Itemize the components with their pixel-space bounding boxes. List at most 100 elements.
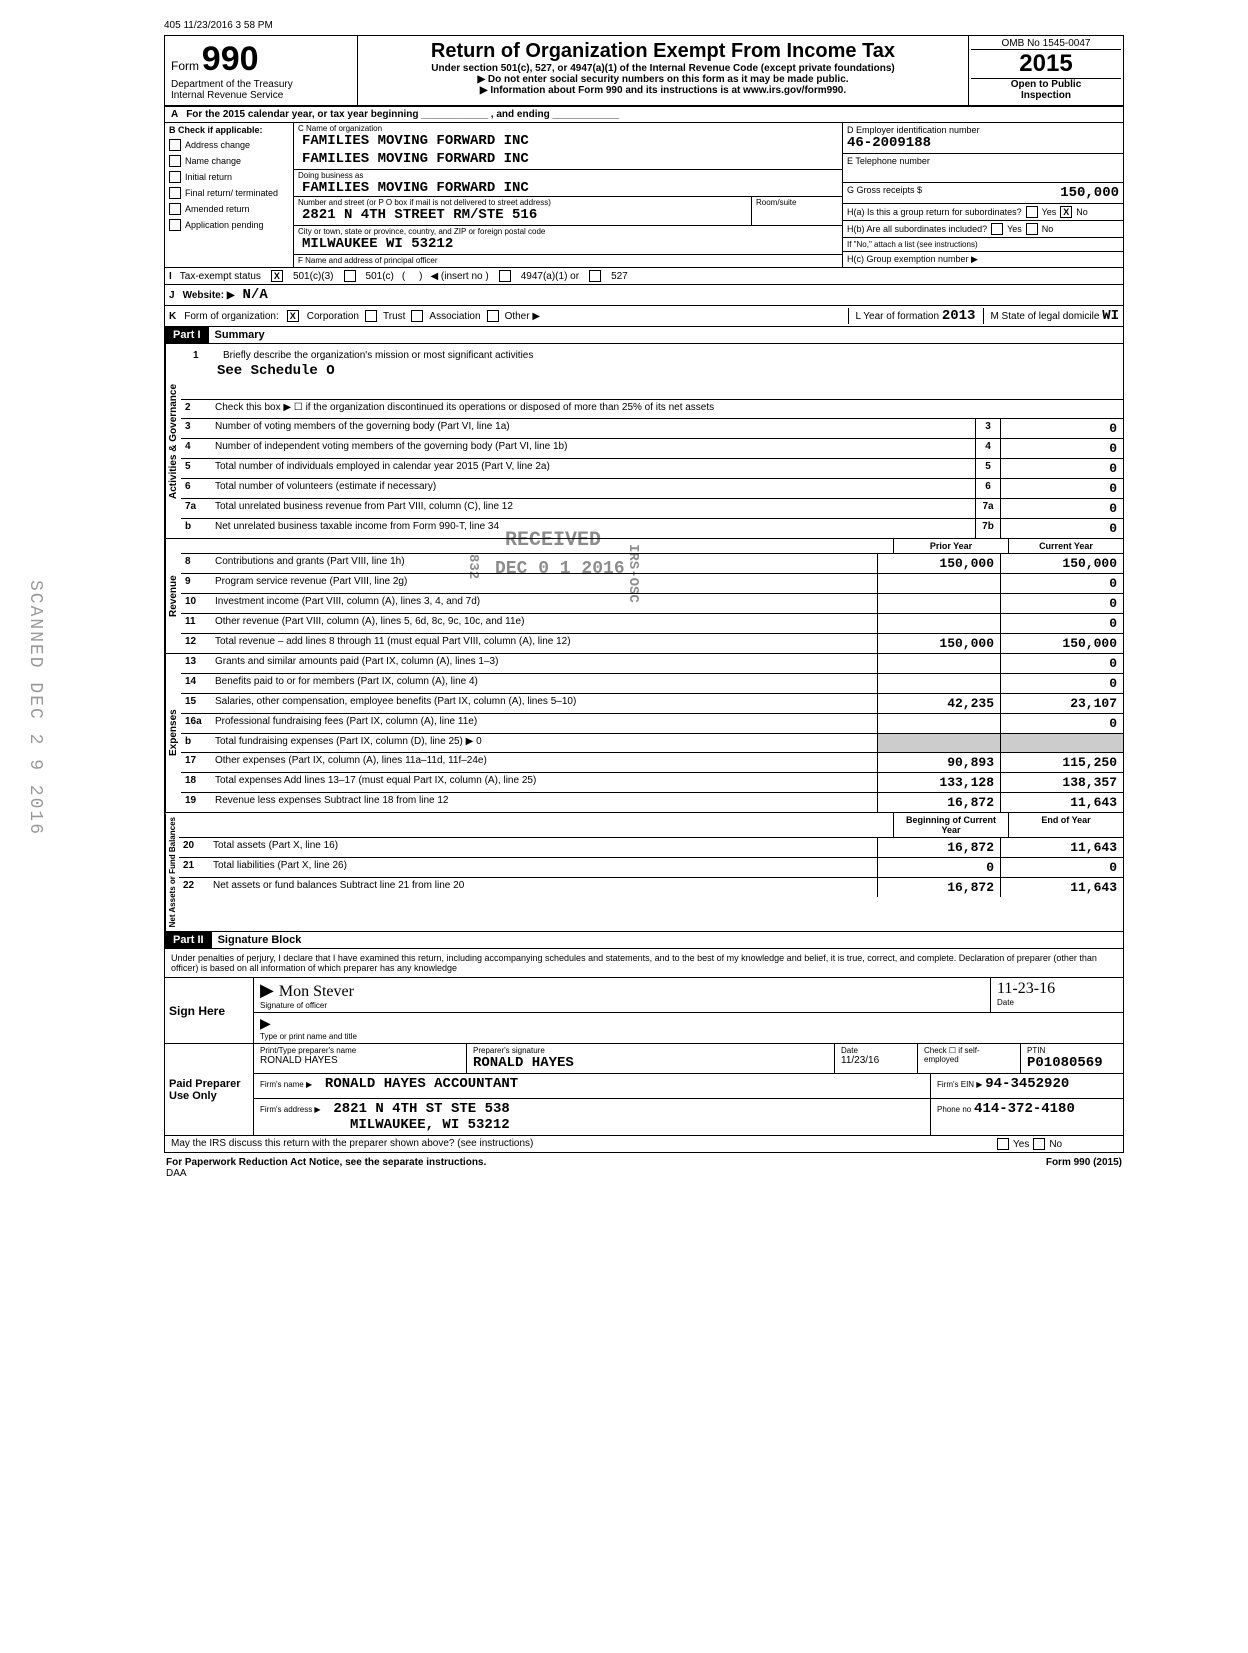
scanned-stamp: SCANNED DEC 2 9 2016 (25, 580, 45, 836)
501c-checkbox[interactable] (344, 270, 356, 282)
org-name-1: FAMILIES MOVING FORWARD INC (294, 133, 842, 151)
hb-no-checkbox[interactable] (1026, 223, 1038, 235)
expenses-section: Expenses 13Grants and similar amounts pa… (164, 654, 1124, 813)
formorg-checkbox[interactable] (411, 310, 423, 322)
tax-year: 2015 (971, 50, 1121, 78)
print-name-label: Type or print name and title (260, 1032, 1117, 1041)
part1-title: Summary (209, 327, 271, 343)
prior-year-header: Prior Year (893, 539, 1008, 553)
firm-addr2: MILWAUKEE, WI 53212 (350, 1117, 510, 1133)
ptin-value: P01080569 (1027, 1055, 1117, 1071)
checkbox[interactable] (169, 219, 181, 231)
form-subtitle2: ▶ Do not enter social security numbers o… (362, 74, 964, 85)
top-timestamp: 405 11/23/2016 3 58 PM (164, 20, 1124, 31)
penalties-text: Under penalties of perjury, I declare th… (165, 949, 1123, 978)
line1-label: Briefly describe the organization's miss… (221, 348, 1115, 363)
irs-label: Internal Revenue Service (171, 90, 351, 101)
preparer-date: 11/23/16 (841, 1055, 911, 1066)
end-year-header: End of Year (1008, 813, 1123, 837)
preparer-name: RONALD HAYES (260, 1055, 460, 1066)
form-of-org-row: K Form of organization: X CorporationTru… (164, 306, 1124, 327)
org-name-label: C Name of organization (294, 123, 842, 133)
officer-label: F Name and address of principal officer (294, 255, 842, 265)
formorg-checkbox[interactable] (487, 310, 499, 322)
addr-label: Number and street (or P O box if mail is… (294, 197, 751, 207)
ha-label: H(a) Is this a group return for subordin… (847, 207, 1022, 217)
checkbox[interactable] (169, 203, 181, 215)
sign-here-label: Sign Here (165, 978, 254, 1043)
form-subtitle1: Under section 501(c), 527, or 4947(a)(1)… (362, 63, 964, 74)
inspection: Inspection (971, 90, 1121, 101)
website-value: N/A (243, 287, 268, 303)
firm-phone: 414-372-4180 (974, 1101, 1075, 1117)
form-subtitle3: ▶ Information about Form 990 and its ins… (362, 85, 964, 96)
hb-yes-checkbox[interactable] (991, 223, 1003, 235)
checkbox[interactable] (169, 171, 181, 183)
preparer-signature: RONALD HAYES (473, 1055, 828, 1071)
entity-block: B Check if applicable: Address changeNam… (164, 123, 1124, 268)
revenue-section: Revenue Prior Year Current Year 8Contrib… (164, 539, 1124, 654)
501c3-checkbox[interactable]: X (271, 270, 283, 282)
gross-label: G Gross receipts $ (847, 185, 922, 201)
hb-label: H(b) Are all subordinates included? (847, 224, 987, 234)
formorg-checkbox[interactable] (365, 310, 377, 322)
paperwork-notice: For Paperwork Reduction Act Notice, see … (166, 1157, 486, 1168)
527-checkbox[interactable] (589, 270, 601, 282)
firm-addr1: 2821 N 4TH ST STE 538 (333, 1101, 509, 1117)
sig-date-label: Date (997, 998, 1117, 1007)
form-word: Form (171, 59, 199, 73)
ha-yes-checkbox[interactable] (1026, 206, 1038, 218)
dba-label: Doing business as (294, 170, 842, 180)
addr-value: 2821 N 4TH STREET RM/STE 516 (294, 207, 751, 225)
city-label: City or town, state or province, country… (294, 226, 842, 236)
mission-value: See Schedule O (189, 363, 1115, 379)
form-header: Form 990 Department of the Treasury Inte… (164, 35, 1124, 107)
self-employed-check: Check ☐ if self-employed (918, 1044, 1021, 1073)
signature-block: Under penalties of perjury, I declare th… (164, 949, 1124, 1153)
paid-preparer-label: Paid Preparer Use Only (165, 1044, 254, 1135)
form-version: Form 990 (2015) (1046, 1157, 1122, 1179)
discuss-yes-checkbox[interactable] (997, 1138, 1009, 1150)
hc-label: H(c) Group exemption number ▶ (843, 252, 1123, 267)
gov-vertical-label: Activities & Governance (165, 344, 181, 538)
beginning-year-header: Beginning of Current Year (893, 813, 1008, 837)
part1-header: Part I (165, 327, 209, 343)
ein-label: D Employer identification number (847, 125, 1119, 135)
corp-checkbox[interactable]: X (287, 310, 299, 322)
discuss-no-checkbox[interactable] (1033, 1138, 1045, 1150)
officer-signature: Mon Stever (279, 983, 354, 1000)
dept-label: Department of the Treasury (171, 79, 351, 90)
ein-value: 46-2009188 (847, 135, 1119, 151)
net-assets-section: Net Assets or Fund Balances Beginning of… (164, 813, 1124, 932)
activities-governance-section: Activities & Governance 1 Briefly descri… (164, 344, 1124, 539)
dba-value: FAMILIES MOVING FORWARD INC (294, 180, 533, 198)
ha-no-checkbox[interactable]: X (1060, 206, 1072, 218)
h-note: If "No," attach a list (see instructions… (843, 238, 1123, 252)
check-applicable-label: Check if applicable: (178, 125, 263, 135)
current-year-header: Current Year (1008, 539, 1123, 553)
firm-ein: 94-3452920 (985, 1076, 1069, 1092)
sig-officer-label: Signature of officer (260, 1001, 984, 1010)
part2-title: Signature Block (212, 932, 308, 948)
line2-text: Check this box ▶ ☐ if the organization d… (213, 400, 1123, 418)
org-name-2: FAMILIES MOVING FORWARD INC (294, 151, 842, 169)
revenue-vertical-label: Revenue (165, 539, 181, 653)
expenses-vertical-label: Expenses (165, 654, 181, 812)
discuss-question: May the IRS discuss this return with the… (165, 1136, 991, 1152)
tax-status-row: I Tax-exempt status X 501(c)(3) 501(c) (… (164, 268, 1124, 285)
row-a-calendar-year: A For the 2015 calendar year, or tax yea… (164, 107, 1124, 123)
4947-checkbox[interactable] (499, 270, 511, 282)
signature-date: 11-23-16 (997, 980, 1117, 998)
part2-header: Part II (165, 932, 212, 948)
formation-year: 2013 (942, 308, 976, 324)
website-row: J Website: ▶ N/A (164, 285, 1124, 306)
open-to-public: Open to Public (971, 79, 1121, 90)
gross-value: 150,000 (1060, 185, 1119, 201)
checkbox[interactable] (169, 139, 181, 151)
net-vertical-label: Net Assets or Fund Balances (165, 813, 179, 931)
legal-domicile-state: WI (1102, 308, 1119, 324)
checkbox[interactable] (169, 155, 181, 167)
firm-name: RONALD HAYES ACCOUNTANT (325, 1076, 518, 1092)
checkbox[interactable] (169, 187, 181, 199)
form-title: Return of Organization Exempt From Incom… (362, 40, 964, 63)
